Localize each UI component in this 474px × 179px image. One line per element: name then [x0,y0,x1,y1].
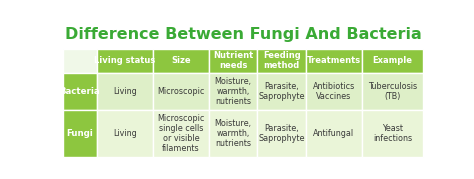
Text: Difference Between Fungi And Bacteria: Difference Between Fungi And Bacteria [64,27,421,42]
Text: Moisture,
warmth,
nutrients: Moisture, warmth, nutrients [215,119,252,148]
Bar [63,49,423,157]
Text: Treatments: Treatments [307,56,361,65]
Bar [257,73,306,110]
Text: Bacteria: Bacteria [60,87,100,96]
Text: Nutrient
needs: Nutrient needs [213,51,253,70]
Bar [209,49,257,73]
Bar [306,73,362,110]
Bar [257,110,306,157]
Text: Example: Example [372,56,412,65]
Bar [153,49,209,73]
Bar [362,73,423,110]
Text: Yeast
infections: Yeast infections [373,124,412,143]
Bar [63,110,97,157]
Text: Parasite,
Saprophyte: Parasite, Saprophyte [258,82,305,101]
Text: Fungi: Fungi [67,129,93,138]
Bar [306,110,362,157]
Bar [63,49,97,73]
Bar [153,73,209,110]
Text: Parasite,
Saprophyte: Parasite, Saprophyte [258,124,305,143]
Bar [97,73,153,110]
Text: Tuberculosis
(TB): Tuberculosis (TB) [368,82,417,101]
Bar [97,110,153,157]
Bar [362,110,423,157]
Bar [97,49,153,73]
Bar [153,110,209,157]
Text: Microscopic: Microscopic [157,87,204,96]
Text: Size: Size [171,56,191,65]
Bar [209,110,257,157]
Text: Antifungal: Antifungal [313,129,355,138]
Text: Living: Living [113,87,137,96]
Bar [362,49,423,73]
Text: Living: Living [113,129,137,138]
Text: Feeding
method: Feeding method [263,51,301,70]
Text: Antibiotics
Vaccines: Antibiotics Vaccines [313,82,355,101]
Bar [63,73,97,110]
Bar [257,49,306,73]
Bar [306,49,362,73]
Bar [209,73,257,110]
Text: Microscopic
single cells
or visible
filaments: Microscopic single cells or visible fila… [157,114,204,153]
Text: Living status: Living status [94,56,155,65]
Text: Moisture,
warmth,
nutrients: Moisture, warmth, nutrients [215,77,252,106]
